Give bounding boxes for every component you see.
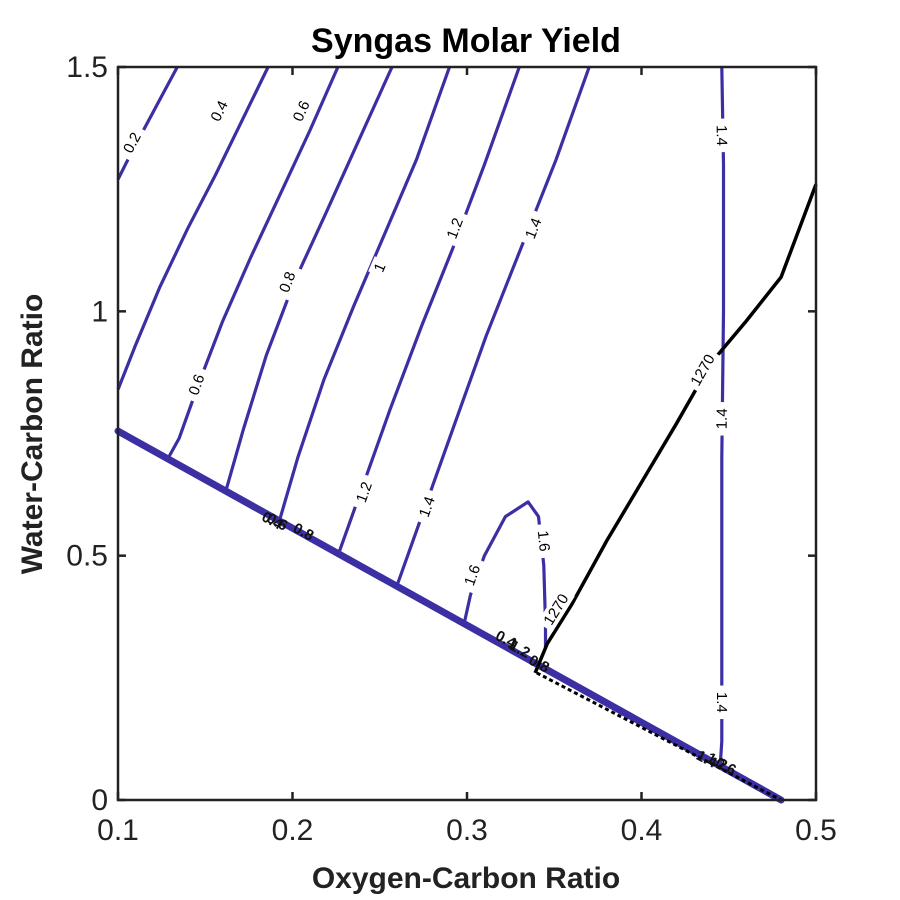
x-tick-label-2: 0.3 bbox=[446, 814, 488, 847]
contour-label-2-0: 0.6 bbox=[185, 372, 208, 397]
contour-label-3-0: 0.8 bbox=[276, 269, 299, 295]
y-tick-label-1: 0.5 bbox=[66, 540, 108, 573]
contour-label-2-1-group: 0.6 bbox=[286, 92, 317, 130]
contour-label-8-1-backdrop bbox=[712, 401, 732, 436]
contour-label-8-0-group: 1.4 bbox=[712, 118, 732, 153]
x-tick-label-3: 0.4 bbox=[621, 814, 663, 847]
feasibility-boundary-line bbox=[114, 427, 785, 804]
contour-label-6-1: 1.4 bbox=[522, 216, 545, 242]
contour-label-8-2: 1.4 bbox=[713, 692, 730, 713]
contour-label-2-0-group: 0.6 bbox=[182, 365, 211, 404]
contour-label-6-1-group: 1.4 bbox=[518, 209, 548, 248]
contour-label-5-1-backdrop bbox=[440, 209, 470, 248]
x-axis-label: Oxygen-Carbon Ratio bbox=[312, 862, 620, 895]
y-tick-label-3: 1.5 bbox=[66, 51, 108, 84]
contour-label-6-1-backdrop bbox=[518, 209, 548, 248]
contour-label-0-0-backdrop bbox=[116, 123, 148, 162]
contour-label-8-2-group: 1.4 bbox=[712, 685, 731, 720]
temperature-label-0-backdrop bbox=[537, 586, 575, 632]
contour-label-2-0-backdrop bbox=[182, 365, 211, 404]
contour-label-7-1-group: 1.6 bbox=[533, 523, 555, 559]
contour-label-8-0: 1.4 bbox=[713, 125, 730, 146]
contour-label-4-0-group: 1 bbox=[368, 256, 392, 279]
contour-label-5-0: 1.2 bbox=[353, 480, 376, 505]
contour-label-8-2-backdrop bbox=[712, 685, 731, 720]
contour-line-8 bbox=[718, 66, 726, 769]
contour-label-6-0: 1.4 bbox=[416, 494, 439, 519]
contour-label-1-0-backdrop bbox=[203, 91, 235, 131]
plot-area: 0.20.40.60.60.811.21.21.41.41.61.61.41.4… bbox=[114, 66, 818, 804]
contour-label-3-0-group: 0.8 bbox=[272, 263, 302, 301]
temperature-label-1-group: 1270 bbox=[684, 347, 721, 393]
x-tick-label-1: 0.2 bbox=[272, 814, 314, 847]
temperature-label-1-backdrop bbox=[684, 347, 721, 393]
y-axis-label: Water-Carbon Ratio bbox=[16, 294, 49, 575]
contour-line-4 bbox=[276, 66, 452, 525]
contour-line-1 bbox=[116, 66, 270, 391]
axis-ticks: 0.1 0.2 0.3 0.4 0.5 0 0.5 1 1.5 bbox=[66, 51, 837, 847]
contour-label-8-1: 1.4 bbox=[714, 408, 731, 429]
contour-label-6-0-backdrop bbox=[412, 487, 442, 526]
y-tick-label-0: 0 bbox=[91, 784, 108, 817]
y-tick-label-2: 1 bbox=[91, 295, 108, 328]
contour-label-2-1: 0.6 bbox=[290, 98, 314, 124]
contour-label-8-0-backdrop bbox=[712, 118, 732, 153]
contour-label-8-1-group: 1.4 bbox=[712, 401, 732, 436]
contour-label-7-0-backdrop bbox=[458, 556, 487, 595]
contour-label-6-0-group: 1.4 bbox=[412, 487, 442, 526]
contour-label-5-1-group: 1.2 bbox=[440, 209, 470, 248]
contour-label-7-1: 1.6 bbox=[534, 530, 553, 553]
x-tick-label-4: 0.5 bbox=[795, 814, 837, 847]
contour-label-5-1: 1.2 bbox=[444, 216, 467, 242]
x-tick-label-0: 0.1 bbox=[97, 814, 139, 847]
axes-frame bbox=[116, 65, 818, 802]
contour-label-2-1-backdrop bbox=[286, 92, 317, 130]
contour-label-1-0-group: 0.4 bbox=[203, 91, 235, 131]
contour-label-7-1-backdrop bbox=[533, 523, 555, 559]
temperature-contour-line bbox=[533, 183, 818, 674]
contour-label-5-0-group: 1.2 bbox=[349, 473, 379, 511]
contour-label-7-0: 1.6 bbox=[461, 563, 484, 588]
chart-title: Syngas Molar Yield bbox=[311, 22, 621, 60]
contour-label-4-0-backdrop bbox=[368, 256, 392, 279]
contour-line-2 bbox=[165, 66, 340, 462]
contour-line-0 bbox=[116, 66, 179, 181]
contour-label-3-0-backdrop bbox=[272, 263, 302, 301]
temperature-boundary-overlap bbox=[536, 671, 782, 802]
contour-label-7-0-group: 1.6 bbox=[458, 556, 487, 595]
contour-label-5-0-backdrop bbox=[349, 473, 379, 511]
